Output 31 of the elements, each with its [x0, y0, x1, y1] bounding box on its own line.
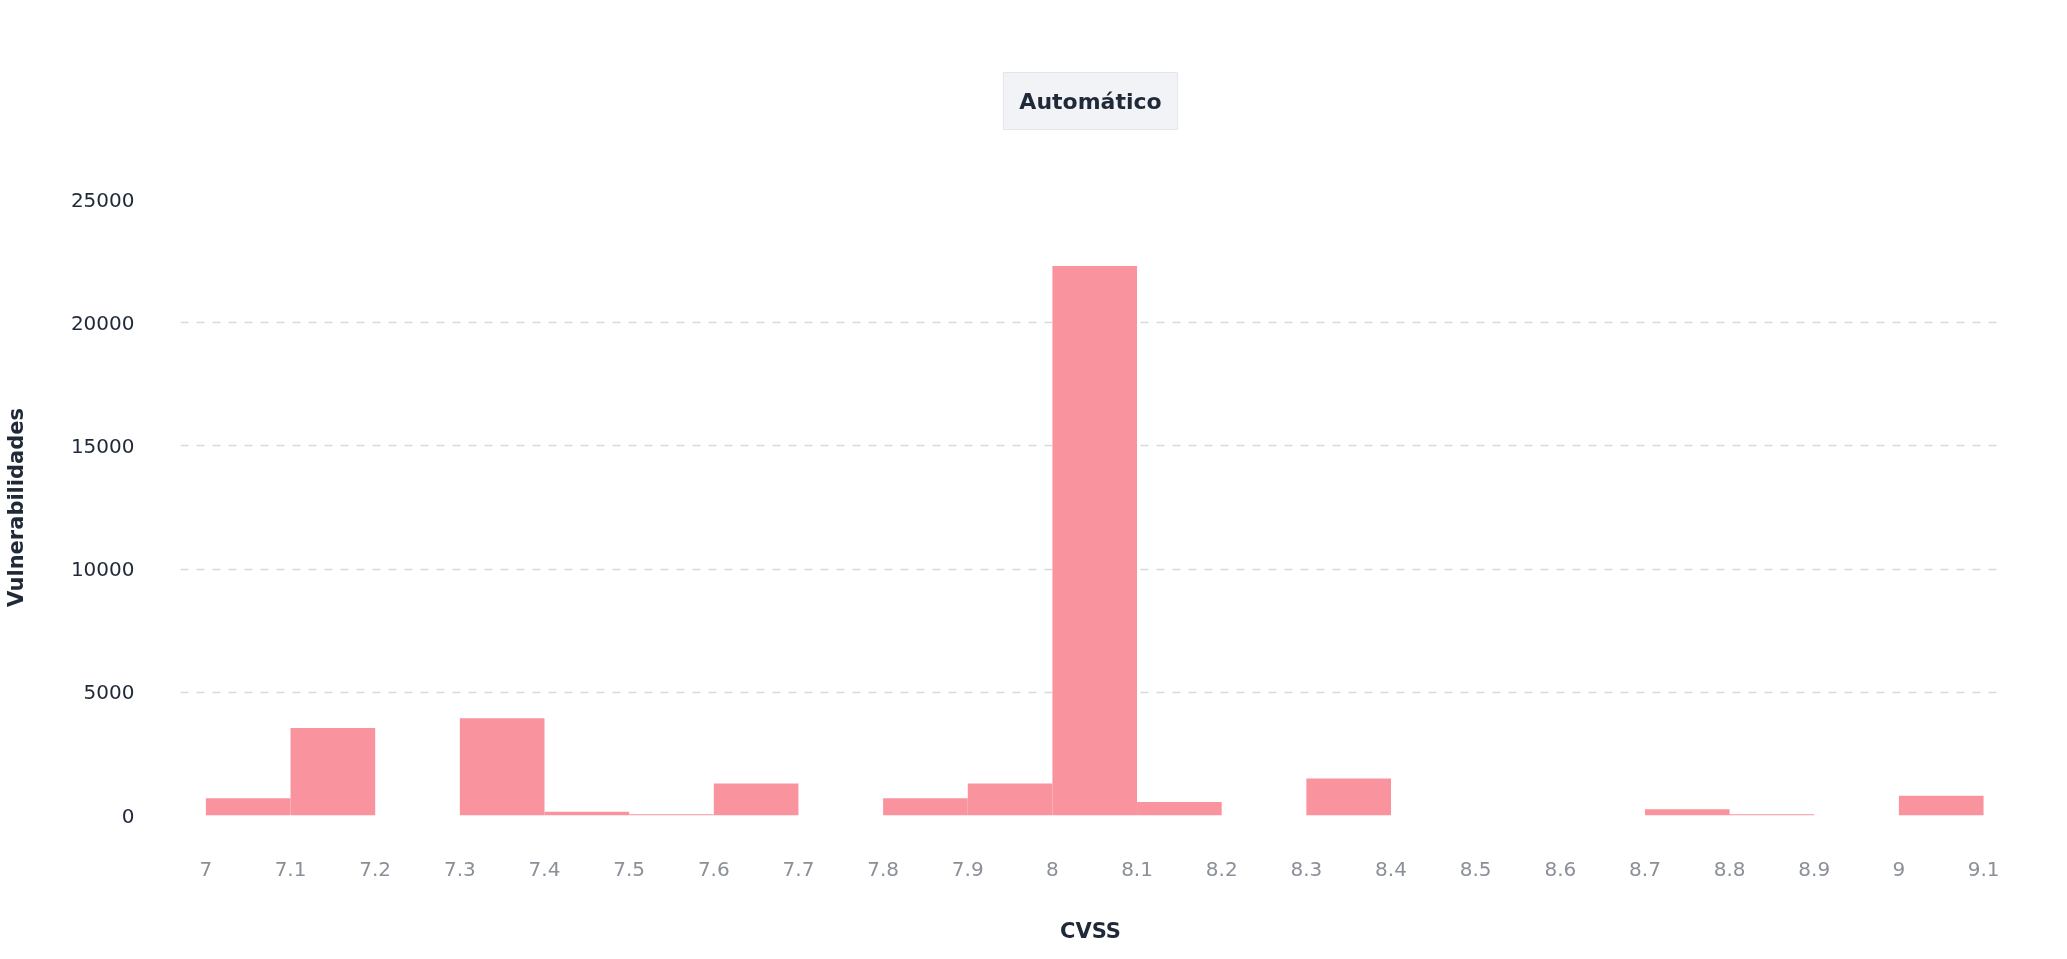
y-tick-label: 10000 [70, 557, 135, 582]
x-tick-label: 8.1 [1121, 856, 1153, 881]
y-tick-label: 20000 [70, 310, 135, 335]
x-tick-label: 8.7 [1629, 856, 1661, 881]
x-tick-label: 8.3 [1290, 856, 1323, 881]
x-tick-label: 7.8 [867, 856, 900, 881]
x-tick-label: 8.2 [1205, 856, 1238, 881]
y-axis-title: Vulnerabilidades [3, 408, 28, 607]
x-tick-label: 8.8 [1713, 856, 1746, 881]
x-tick-label: 8.5 [1459, 856, 1492, 881]
x-tick-label: 7.4 [528, 856, 561, 881]
x-tick-label: 7.2 [359, 856, 392, 881]
chart-title: Automático [1019, 88, 1162, 114]
x-tick-label: 7 [199, 856, 213, 881]
x-tick-label: 7.3 [443, 856, 476, 881]
y-tick-label: 0 [121, 803, 135, 828]
x-tick-label: 9.1 [1967, 856, 2000, 881]
x-tick-label: 8.6 [1544, 856, 1577, 881]
x-tick-label: 8 [1046, 856, 1059, 881]
x-tick-label: 8.9 [1798, 856, 1831, 881]
x-tick-label: 7.1 [274, 856, 307, 881]
y-tick-label: 15000 [70, 433, 135, 458]
x-tick-label: 7.9 [951, 856, 984, 881]
x-tick-label: 7.6 [697, 856, 730, 881]
x-tick-label: 9 [1892, 856, 1906, 881]
x-tick-label: 7.5 [613, 856, 646, 881]
x-tick-label: 7.7 [782, 856, 815, 881]
x-axis-title: CVSS [1060, 918, 1121, 943]
x-tick-label: 8.4 [1375, 856, 1407, 881]
y-tick-label: 5000 [83, 680, 135, 705]
y-tick-label: 25000 [70, 187, 135, 212]
